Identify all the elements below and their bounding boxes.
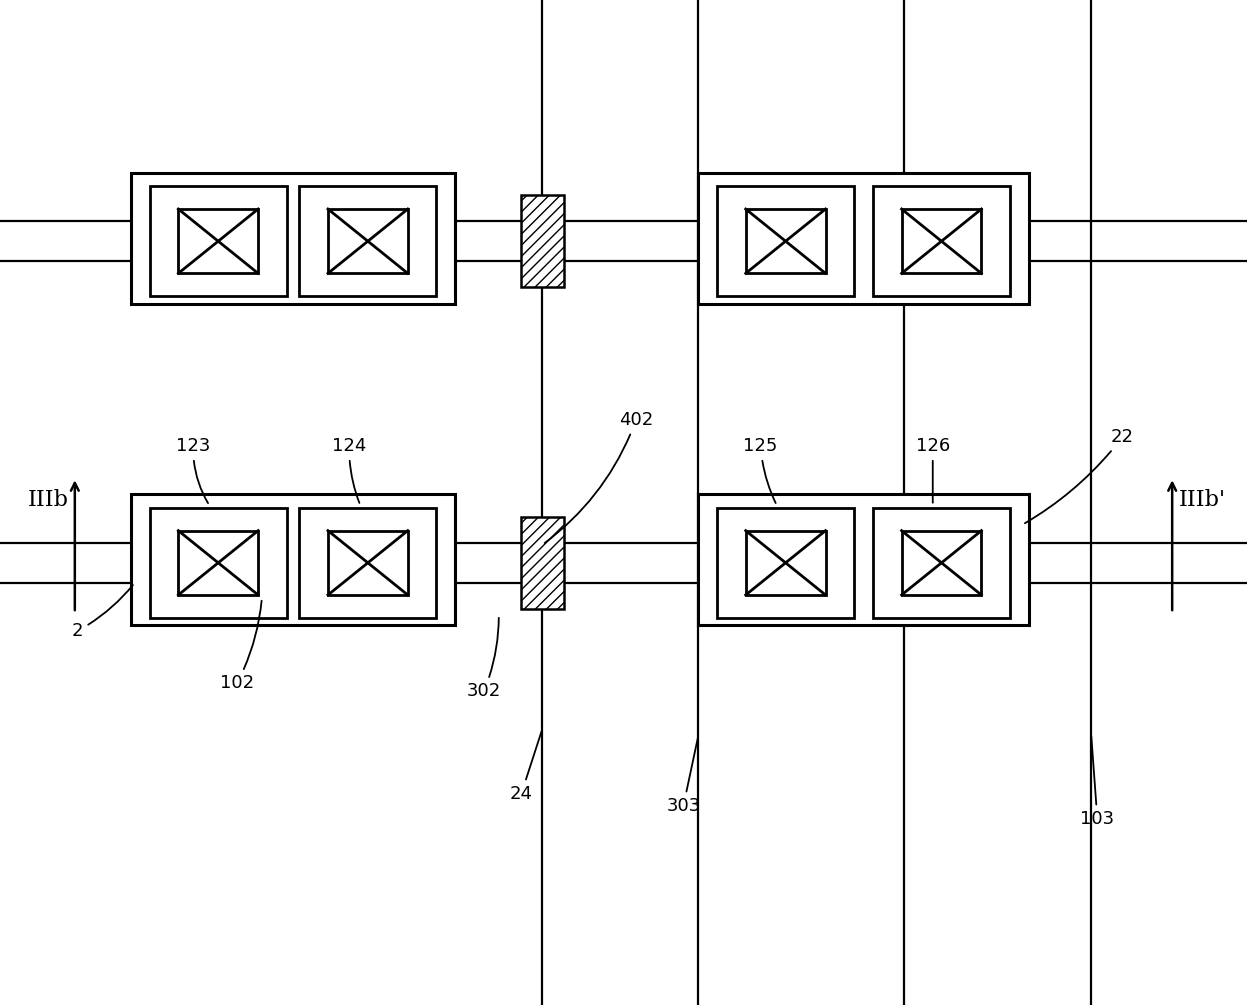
Bar <box>328 209 408 273</box>
Bar <box>698 173 1029 304</box>
Bar <box>178 531 258 595</box>
Bar <box>873 186 1010 296</box>
Bar <box>902 531 981 595</box>
Bar <box>131 173 455 304</box>
Text: 22: 22 <box>1025 428 1134 524</box>
Text: IIIb: IIIb <box>27 488 69 511</box>
Text: 24: 24 <box>510 732 541 803</box>
Bar <box>299 508 436 618</box>
Text: 123: 123 <box>176 437 211 504</box>
Bar <box>178 209 258 273</box>
Text: 102: 102 <box>219 601 262 692</box>
Text: 126: 126 <box>915 437 950 502</box>
Bar <box>299 186 436 296</box>
Text: IIIb': IIIb' <box>1178 488 1226 511</box>
Bar <box>717 508 854 618</box>
Bar <box>746 209 826 273</box>
Text: 402: 402 <box>545 411 653 543</box>
Bar <box>698 494 1029 625</box>
Bar <box>520 517 564 609</box>
Bar <box>328 531 408 595</box>
Text: 125: 125 <box>743 437 778 504</box>
Bar <box>131 494 455 625</box>
Text: 2: 2 <box>71 585 133 640</box>
Bar <box>520 195 564 287</box>
Text: 103: 103 <box>1080 737 1115 828</box>
Bar <box>746 531 826 595</box>
Text: 302: 302 <box>466 618 501 700</box>
Bar <box>150 508 287 618</box>
Text: 303: 303 <box>666 739 701 815</box>
Bar <box>150 186 287 296</box>
Text: 124: 124 <box>332 437 367 502</box>
Bar <box>873 508 1010 618</box>
Bar <box>902 209 981 273</box>
Bar <box>717 186 854 296</box>
